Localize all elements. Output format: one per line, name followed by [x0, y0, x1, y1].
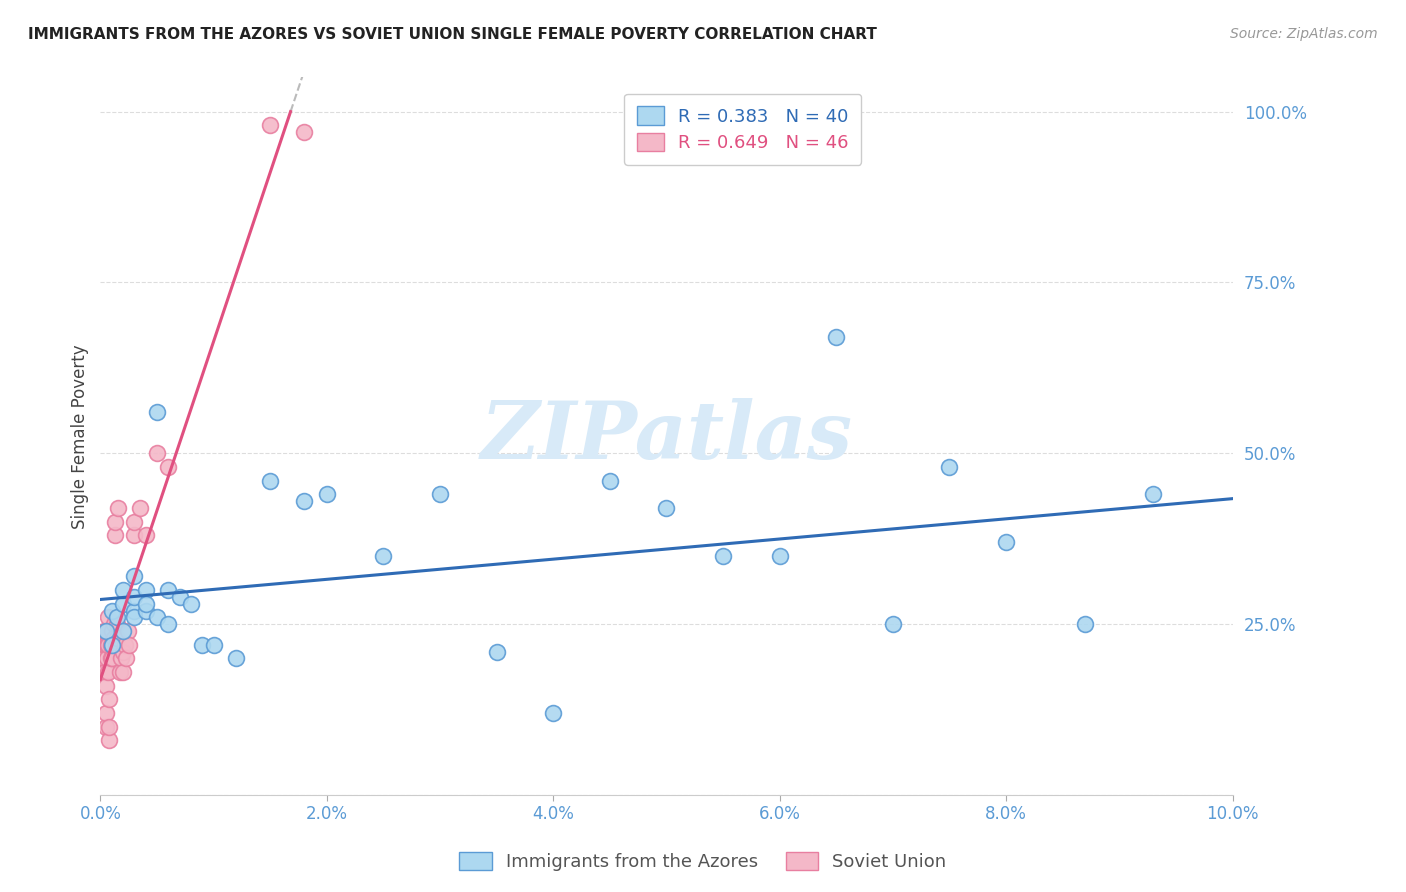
Point	[135, 582, 157, 597]
Point	[94, 679, 117, 693]
Point	[111, 597, 134, 611]
Point	[110, 651, 132, 665]
Point	[292, 494, 315, 508]
Point	[94, 665, 117, 679]
Point	[124, 515, 146, 529]
Point	[105, 638, 128, 652]
Point	[94, 720, 117, 734]
Point	[995, 535, 1018, 549]
Point	[135, 597, 157, 611]
Point	[938, 460, 960, 475]
Point	[97, 665, 120, 679]
Point	[146, 405, 169, 419]
Point	[599, 474, 621, 488]
Point	[100, 651, 122, 665]
Point	[124, 528, 146, 542]
Point	[97, 610, 120, 624]
Point	[100, 603, 122, 617]
Point	[259, 474, 281, 488]
Point	[96, 638, 118, 652]
Point	[111, 582, 134, 597]
Point	[259, 118, 281, 132]
Text: ZIPatlas: ZIPatlas	[481, 398, 852, 475]
Point	[96, 651, 118, 665]
Legend: R = 0.383   N = 40, R = 0.649   N = 46: R = 0.383 N = 40, R = 0.649 N = 46	[624, 94, 862, 165]
Point	[769, 549, 792, 563]
Point	[100, 638, 122, 652]
Point	[93, 651, 115, 665]
Point	[1142, 487, 1164, 501]
Point	[541, 706, 564, 720]
Point	[157, 582, 180, 597]
Point	[118, 638, 141, 652]
Point	[100, 651, 122, 665]
Point	[97, 638, 120, 652]
Point	[711, 549, 734, 563]
Point	[104, 515, 127, 529]
Point	[108, 665, 131, 679]
Point	[103, 617, 125, 632]
Point	[105, 610, 128, 624]
Point	[115, 651, 138, 665]
Point	[169, 590, 191, 604]
Point	[882, 617, 904, 632]
Point	[107, 501, 129, 516]
Point	[825, 330, 848, 344]
Point	[100, 638, 122, 652]
Point	[104, 528, 127, 542]
Point	[191, 638, 214, 652]
Point	[117, 624, 139, 638]
Point	[202, 638, 225, 652]
Point	[655, 501, 678, 516]
Point	[225, 651, 247, 665]
Point	[429, 487, 451, 501]
Point	[135, 528, 157, 542]
Point	[1074, 617, 1097, 632]
Point	[94, 624, 117, 638]
Point	[111, 644, 134, 658]
Point	[180, 597, 202, 611]
Point	[96, 624, 118, 638]
Point	[135, 603, 157, 617]
Point	[315, 487, 337, 501]
Point	[111, 665, 134, 679]
Point	[146, 610, 169, 624]
Point	[100, 624, 122, 638]
Point	[114, 638, 136, 652]
Point	[94, 638, 117, 652]
Text: Source: ZipAtlas.com: Source: ZipAtlas.com	[1230, 27, 1378, 41]
Y-axis label: Single Female Poverty: Single Female Poverty	[72, 344, 89, 529]
Point	[94, 706, 117, 720]
Point	[98, 733, 121, 747]
Point	[105, 617, 128, 632]
Point	[157, 617, 180, 632]
Point	[98, 720, 121, 734]
Point	[124, 569, 146, 583]
Point	[146, 446, 169, 460]
Point	[292, 125, 315, 139]
Point	[124, 590, 146, 604]
Point	[124, 603, 146, 617]
Point	[485, 644, 508, 658]
Point	[124, 610, 146, 624]
Legend: Immigrants from the Azores, Soviet Union: Immigrants from the Azores, Soviet Union	[453, 845, 953, 879]
Point	[91, 638, 114, 652]
Text: IMMIGRANTS FROM THE AZORES VS SOVIET UNION SINGLE FEMALE POVERTY CORRELATION CHA: IMMIGRANTS FROM THE AZORES VS SOVIET UNI…	[28, 27, 877, 42]
Point	[100, 638, 122, 652]
Point	[105, 631, 128, 645]
Point	[373, 549, 395, 563]
Point	[103, 631, 125, 645]
Point	[157, 460, 180, 475]
Point	[93, 624, 115, 638]
Point	[129, 501, 152, 516]
Point	[111, 624, 134, 638]
Point	[98, 692, 121, 706]
